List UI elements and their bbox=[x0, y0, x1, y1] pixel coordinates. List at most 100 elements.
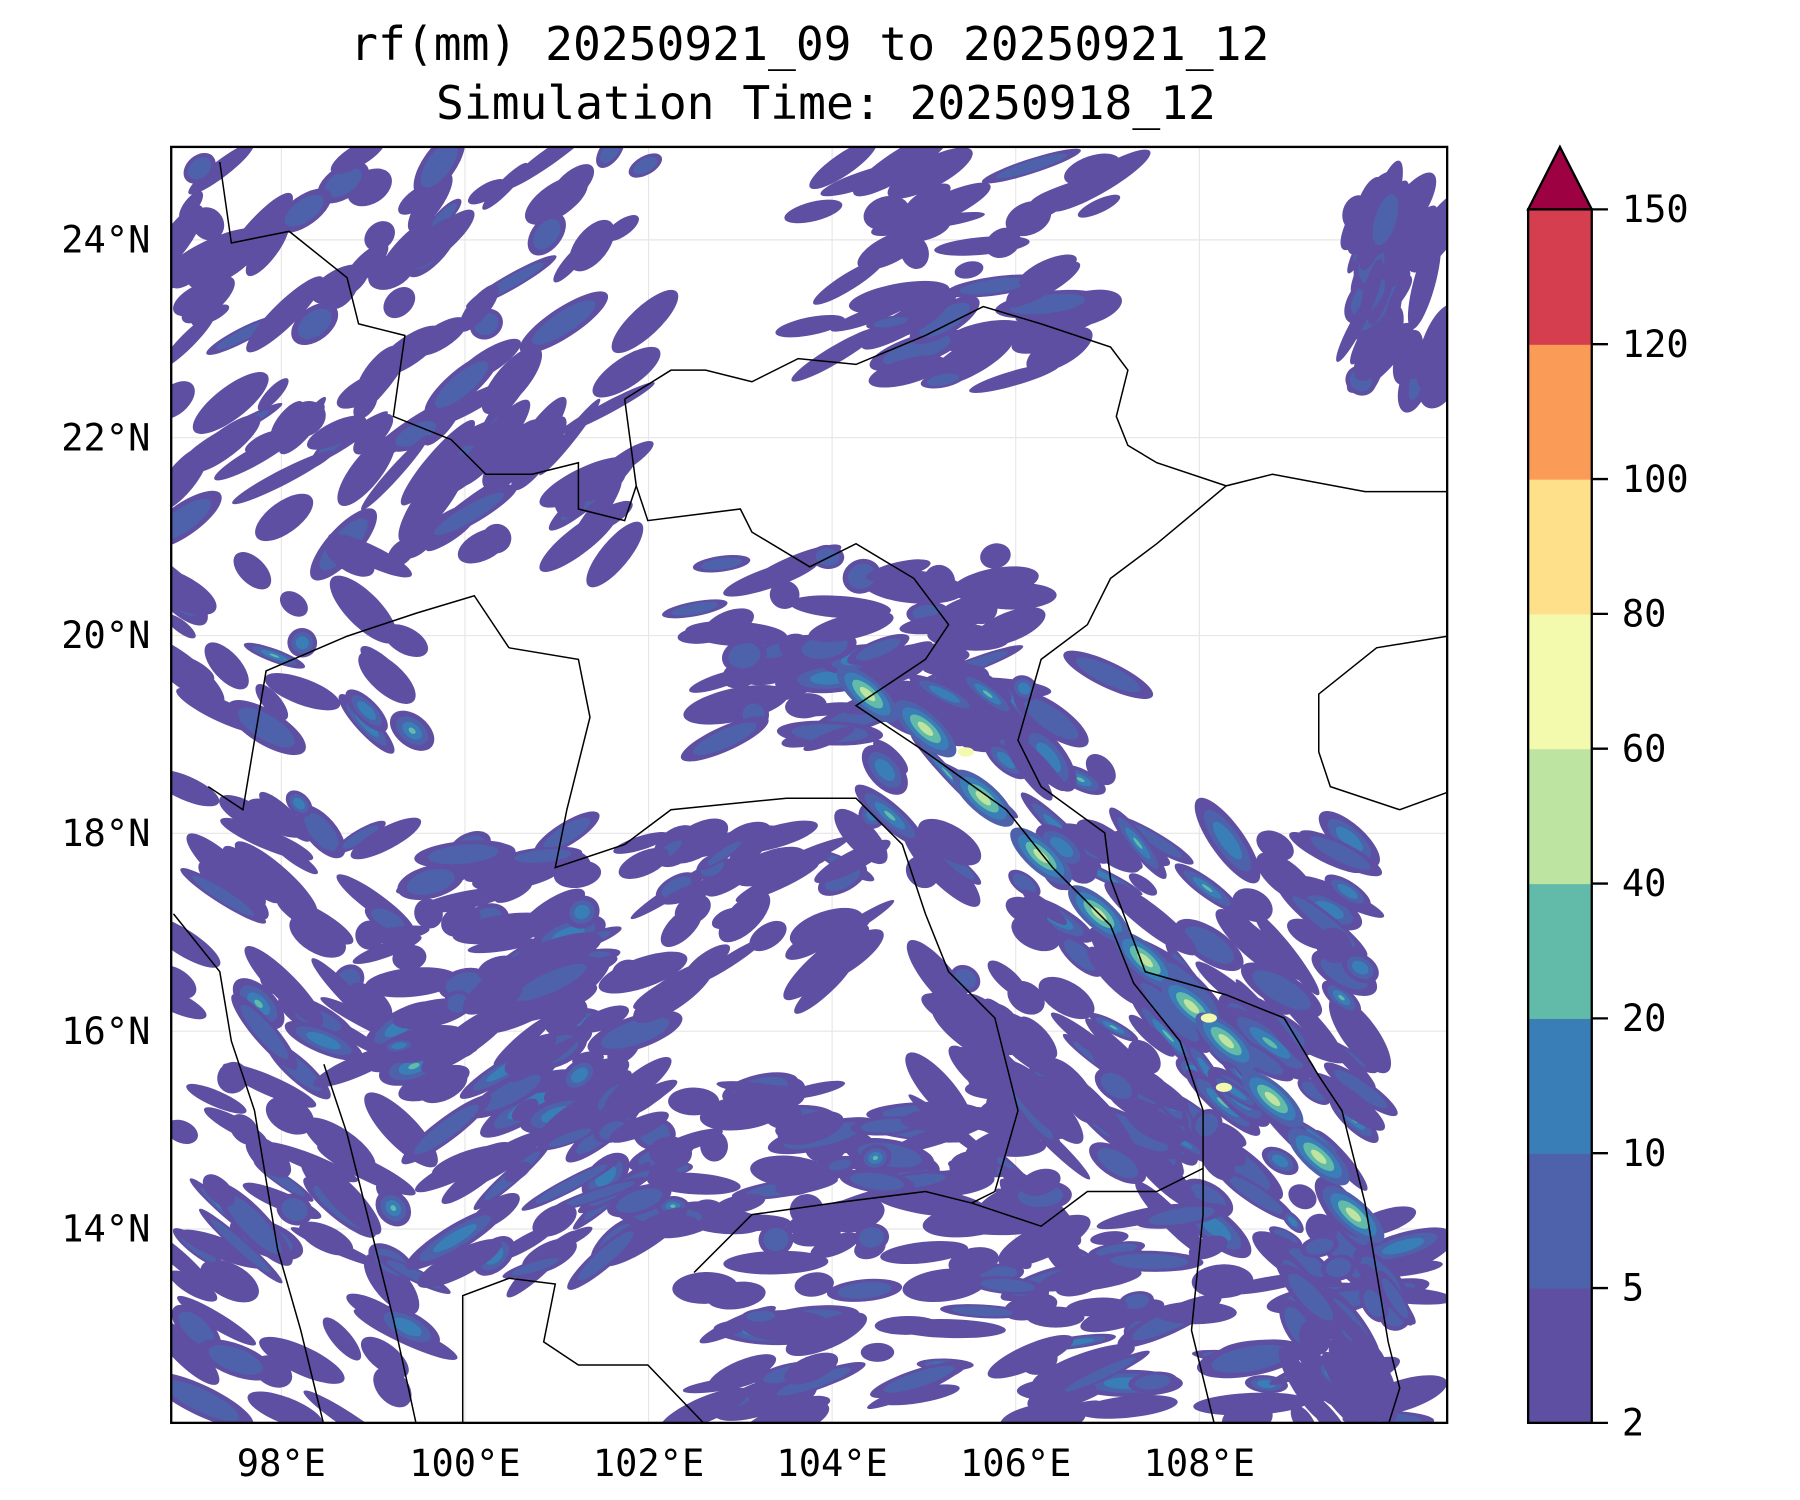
rain-contour-patch bbox=[361, 434, 429, 511]
rain-contour-patch bbox=[337, 436, 396, 507]
colorbar-tick-label: 120 bbox=[1622, 323, 1689, 366]
rain-contour-patch bbox=[364, 221, 395, 251]
border-line bbox=[971, 1167, 1204, 1228]
rain-contour-patch bbox=[413, 1104, 479, 1155]
rain-contour-patch bbox=[902, 1268, 987, 1303]
rain-contour-patch bbox=[494, 932, 602, 984]
rain-contour-patch bbox=[482, 974, 524, 1012]
rain-contour-patch bbox=[395, 421, 437, 447]
rain-contour-patch bbox=[1288, 1184, 1317, 1210]
rain-contour-patch bbox=[1211, 1344, 1289, 1373]
rain-contour-core bbox=[1264, 1091, 1281, 1107]
rain-contour-patch bbox=[245, 1135, 292, 1178]
rain-contour-patch bbox=[1104, 881, 1197, 956]
rain-contour-patch bbox=[776, 1367, 852, 1396]
chart-title-line1: rf(mm) 20250921_09 to 20250921_12 bbox=[350, 17, 1269, 71]
rain-contour-patch bbox=[1097, 1148, 1139, 1179]
rain-contour-patch bbox=[467, 937, 536, 954]
rain-contour-patch bbox=[323, 270, 360, 310]
rain-contour-patch bbox=[874, 758, 895, 781]
rain-contour-patch bbox=[1232, 888, 1273, 923]
rain-contour-patch bbox=[1345, 1338, 1387, 1383]
colorbar-tick-label: 2 bbox=[1622, 1402, 1644, 1445]
rain-contour-patch bbox=[670, 1204, 676, 1208]
rain-contour-patch bbox=[1110, 1253, 1189, 1269]
rain-contour-patch bbox=[600, 146, 621, 164]
rain-contour-core bbox=[917, 721, 934, 736]
rain-contour-patch bbox=[837, 1282, 892, 1299]
colorbar-tick-label: 20 bbox=[1622, 997, 1667, 1040]
rain-contour-patch bbox=[1337, 883, 1358, 899]
rain-contour-patch bbox=[814, 839, 891, 884]
rain-contour-patch bbox=[1288, 1248, 1326, 1278]
colorbar-tick-label: 5 bbox=[1622, 1267, 1644, 1310]
rain-contour-patch bbox=[707, 841, 742, 866]
rain-contour-patch bbox=[954, 261, 984, 279]
rain-contour-patch bbox=[407, 173, 453, 232]
rain-contour-core bbox=[1218, 1033, 1234, 1049]
rain-contour-patch bbox=[171, 1227, 211, 1287]
colorbar-segment bbox=[1528, 883, 1592, 1019]
rain-contour-patch bbox=[353, 413, 394, 455]
rain-contour-patch bbox=[727, 826, 773, 871]
rain-contour-patch bbox=[1075, 657, 1141, 693]
rain-contour-patch bbox=[959, 277, 1031, 295]
rain-contour-core bbox=[975, 791, 992, 806]
rain-contour-patch bbox=[1213, 821, 1242, 860]
rain-contour-patch bbox=[661, 876, 692, 898]
rain-contour-patch bbox=[204, 642, 249, 690]
rain-contour-patch bbox=[281, 1198, 308, 1222]
colorbar-frame bbox=[1526, 208, 1593, 1425]
rain-contour-peak bbox=[1200, 1013, 1217, 1023]
rain-contour-patch bbox=[214, 431, 297, 481]
rain-contour-patch bbox=[536, 1093, 609, 1150]
rain-contour-patch bbox=[609, 1111, 669, 1143]
rain-contour-patch bbox=[1043, 1057, 1098, 1120]
rain-contour-patch bbox=[791, 327, 880, 382]
rain-contour-patch bbox=[352, 935, 422, 964]
rain-contour-patch bbox=[941, 767, 954, 781]
rain-contour-patch bbox=[533, 218, 561, 250]
rain-contour-patch bbox=[283, 401, 326, 438]
rain-contour-patch bbox=[1162, 1029, 1174, 1043]
y-tick-label: 22°N bbox=[61, 416, 150, 459]
colorbar-segment bbox=[1528, 1288, 1592, 1424]
rain-contour-patch bbox=[398, 454, 469, 544]
rain-contour-patch bbox=[908, 1094, 995, 1163]
rainfall-contours bbox=[171, 146, 1448, 1423]
rain-contour-patch bbox=[208, 1345, 263, 1375]
rain-contour-patch bbox=[891, 291, 951, 337]
rain-contour-peak bbox=[957, 747, 975, 757]
rain-contour-patch bbox=[171, 1317, 220, 1385]
colorbar-segment bbox=[1528, 479, 1592, 615]
rain-contour-patch bbox=[357, 925, 430, 944]
rain-contour-patch bbox=[279, 591, 308, 617]
rain-contour-patch bbox=[350, 817, 422, 860]
rain-contour-patch bbox=[177, 1295, 257, 1346]
colorbar-segment bbox=[1528, 748, 1592, 885]
rain-contour-patch bbox=[1012, 310, 1098, 339]
rain-contour-patch bbox=[371, 908, 405, 931]
rain-contour-patch bbox=[511, 1035, 581, 1083]
rain-contour-core bbox=[859, 686, 876, 702]
rain-contour-patch bbox=[539, 398, 601, 476]
rain-contour-patch bbox=[406, 869, 455, 895]
rain-contour-patch bbox=[480, 1074, 541, 1112]
rain-contour-patch bbox=[1184, 926, 1235, 964]
rain-contour-patch bbox=[703, 608, 754, 640]
rain-contour-patch bbox=[293, 797, 305, 810]
rain-contour-patch bbox=[539, 456, 630, 508]
rain-contour-core bbox=[1137, 952, 1153, 968]
rain-contour-patch bbox=[987, 960, 1028, 998]
rain-contour-patch bbox=[247, 1391, 323, 1423]
rain-contour-patch bbox=[299, 1221, 354, 1256]
rain-contour-patch bbox=[564, 1181, 635, 1207]
rain-contour-patch bbox=[408, 1062, 420, 1070]
rain-contour-patch bbox=[785, 1198, 874, 1234]
rain-contour-patch bbox=[900, 234, 929, 269]
rain-contour-patch bbox=[246, 276, 324, 353]
rain-contour-patch bbox=[860, 1118, 914, 1133]
rain-contour-patch bbox=[203, 1107, 268, 1144]
rain-contour-patch bbox=[192, 372, 269, 434]
rain-contour-patch bbox=[600, 1016, 670, 1049]
